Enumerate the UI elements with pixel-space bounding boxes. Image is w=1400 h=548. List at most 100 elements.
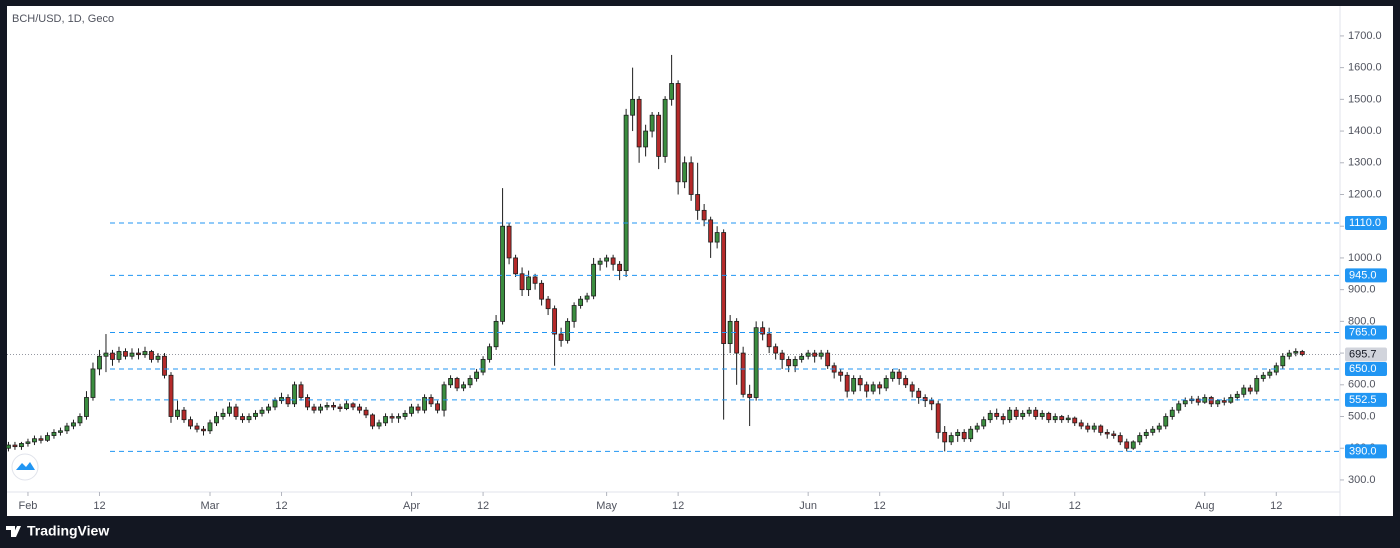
candle-body	[90, 368, 96, 398]
candle-body	[1208, 397, 1214, 405]
candle-body	[617, 263, 623, 272]
candle-body	[565, 320, 571, 341]
last-price-badge	[1345, 347, 1387, 362]
y-tick-label: 800.0	[1348, 315, 1376, 327]
brand: TradingView	[6, 523, 109, 539]
candle-body	[714, 232, 720, 243]
candle-body	[571, 305, 577, 322]
candle-body	[461, 384, 466, 389]
candle-body	[1176, 403, 1182, 411]
candle-body	[987, 412, 993, 421]
candle-body	[994, 412, 1000, 417]
candle-body	[240, 416, 245, 421]
candle-body	[175, 409, 180, 417]
logo-badge	[11, 453, 39, 481]
candle-body	[1117, 435, 1123, 443]
symbol-title: BCH/USD, 1D, Geco	[12, 13, 114, 25]
candle-body	[903, 378, 909, 386]
candle-body	[896, 371, 902, 379]
candle-body	[129, 352, 135, 357]
candle-body	[272, 400, 278, 408]
candle-body	[675, 83, 681, 183]
candle-body	[12, 444, 18, 448]
candle-body	[838, 371, 844, 376]
candle-body	[630, 98, 636, 116]
candle-body	[610, 257, 616, 265]
x-tick-label: May	[596, 500, 617, 512]
candle-body	[1156, 425, 1162, 430]
candle-body	[942, 431, 948, 443]
level-label: 1110.0	[1349, 217, 1381, 229]
plot	[6, 54, 1340, 452]
candle-body	[799, 355, 805, 360]
level-label: 765.0	[1349, 326, 1377, 338]
candle-body	[344, 403, 349, 409]
candle-body	[220, 412, 226, 417]
candle-body	[779, 352, 785, 360]
y-tick-label: 1700.0	[1348, 30, 1382, 42]
candle-body	[318, 406, 323, 411]
candle-body	[324, 405, 330, 408]
candle-body	[740, 352, 746, 395]
candle-body	[805, 352, 811, 357]
candle-body	[734, 320, 740, 354]
candle-body	[1137, 435, 1143, 443]
candle-body	[487, 346, 492, 360]
candle-body	[1026, 409, 1032, 414]
candle-body	[818, 352, 824, 357]
candle-body	[552, 308, 558, 335]
x-tick-label: 12	[93, 500, 105, 512]
candle-body	[636, 98, 642, 148]
candle-body	[1013, 409, 1019, 417]
candle-body	[227, 406, 232, 414]
level-badge	[1345, 392, 1387, 407]
candle-body	[149, 351, 154, 360]
y-tick-label: 1400.0	[1348, 125, 1382, 137]
candle-body	[331, 405, 336, 408]
x-tick-label: 12	[275, 500, 287, 512]
candle-body	[747, 393, 753, 398]
candle-body	[428, 397, 434, 405]
candle-body	[643, 130, 649, 148]
x-tick-label: Feb	[18, 500, 37, 512]
candle-body	[929, 400, 935, 405]
candle-body	[1000, 416, 1006, 421]
candle-body	[1007, 409, 1013, 421]
candle-body	[337, 406, 343, 409]
candle-body	[916, 390, 922, 398]
candle-body	[32, 438, 37, 443]
candle-body	[1169, 409, 1175, 417]
candle-body	[526, 276, 532, 291]
candle-body	[370, 414, 375, 427]
candle-body	[45, 435, 50, 441]
candle-body	[1215, 400, 1221, 405]
candle-body	[1280, 355, 1286, 367]
candle-body	[201, 428, 206, 432]
candle-body	[532, 276, 538, 284]
y-tick-label: 900.0	[1348, 284, 1376, 296]
candle-body	[1124, 441, 1130, 449]
candle-body	[948, 435, 954, 443]
candle-body	[1085, 425, 1091, 430]
candle-body	[851, 378, 857, 392]
candle-body	[474, 371, 479, 379]
candle-body	[415, 406, 421, 411]
candle-body	[909, 384, 915, 392]
candle-body	[188, 419, 193, 427]
candle-body	[142, 351, 148, 356]
candle-body	[682, 162, 688, 183]
candle-body	[181, 409, 187, 421]
y-tick-label: 1500.0	[1348, 93, 1382, 105]
chart-pane	[7, 6, 1393, 516]
candle-body	[753, 327, 759, 398]
candle-body	[6, 444, 11, 449]
candle-body	[695, 194, 701, 211]
candle-body	[266, 406, 271, 411]
candle-body	[77, 416, 83, 424]
candle-body	[506, 225, 512, 259]
candle-body	[981, 419, 987, 427]
candle-body	[766, 333, 772, 348]
candle-body	[402, 412, 408, 417]
candle-body	[1111, 433, 1117, 436]
